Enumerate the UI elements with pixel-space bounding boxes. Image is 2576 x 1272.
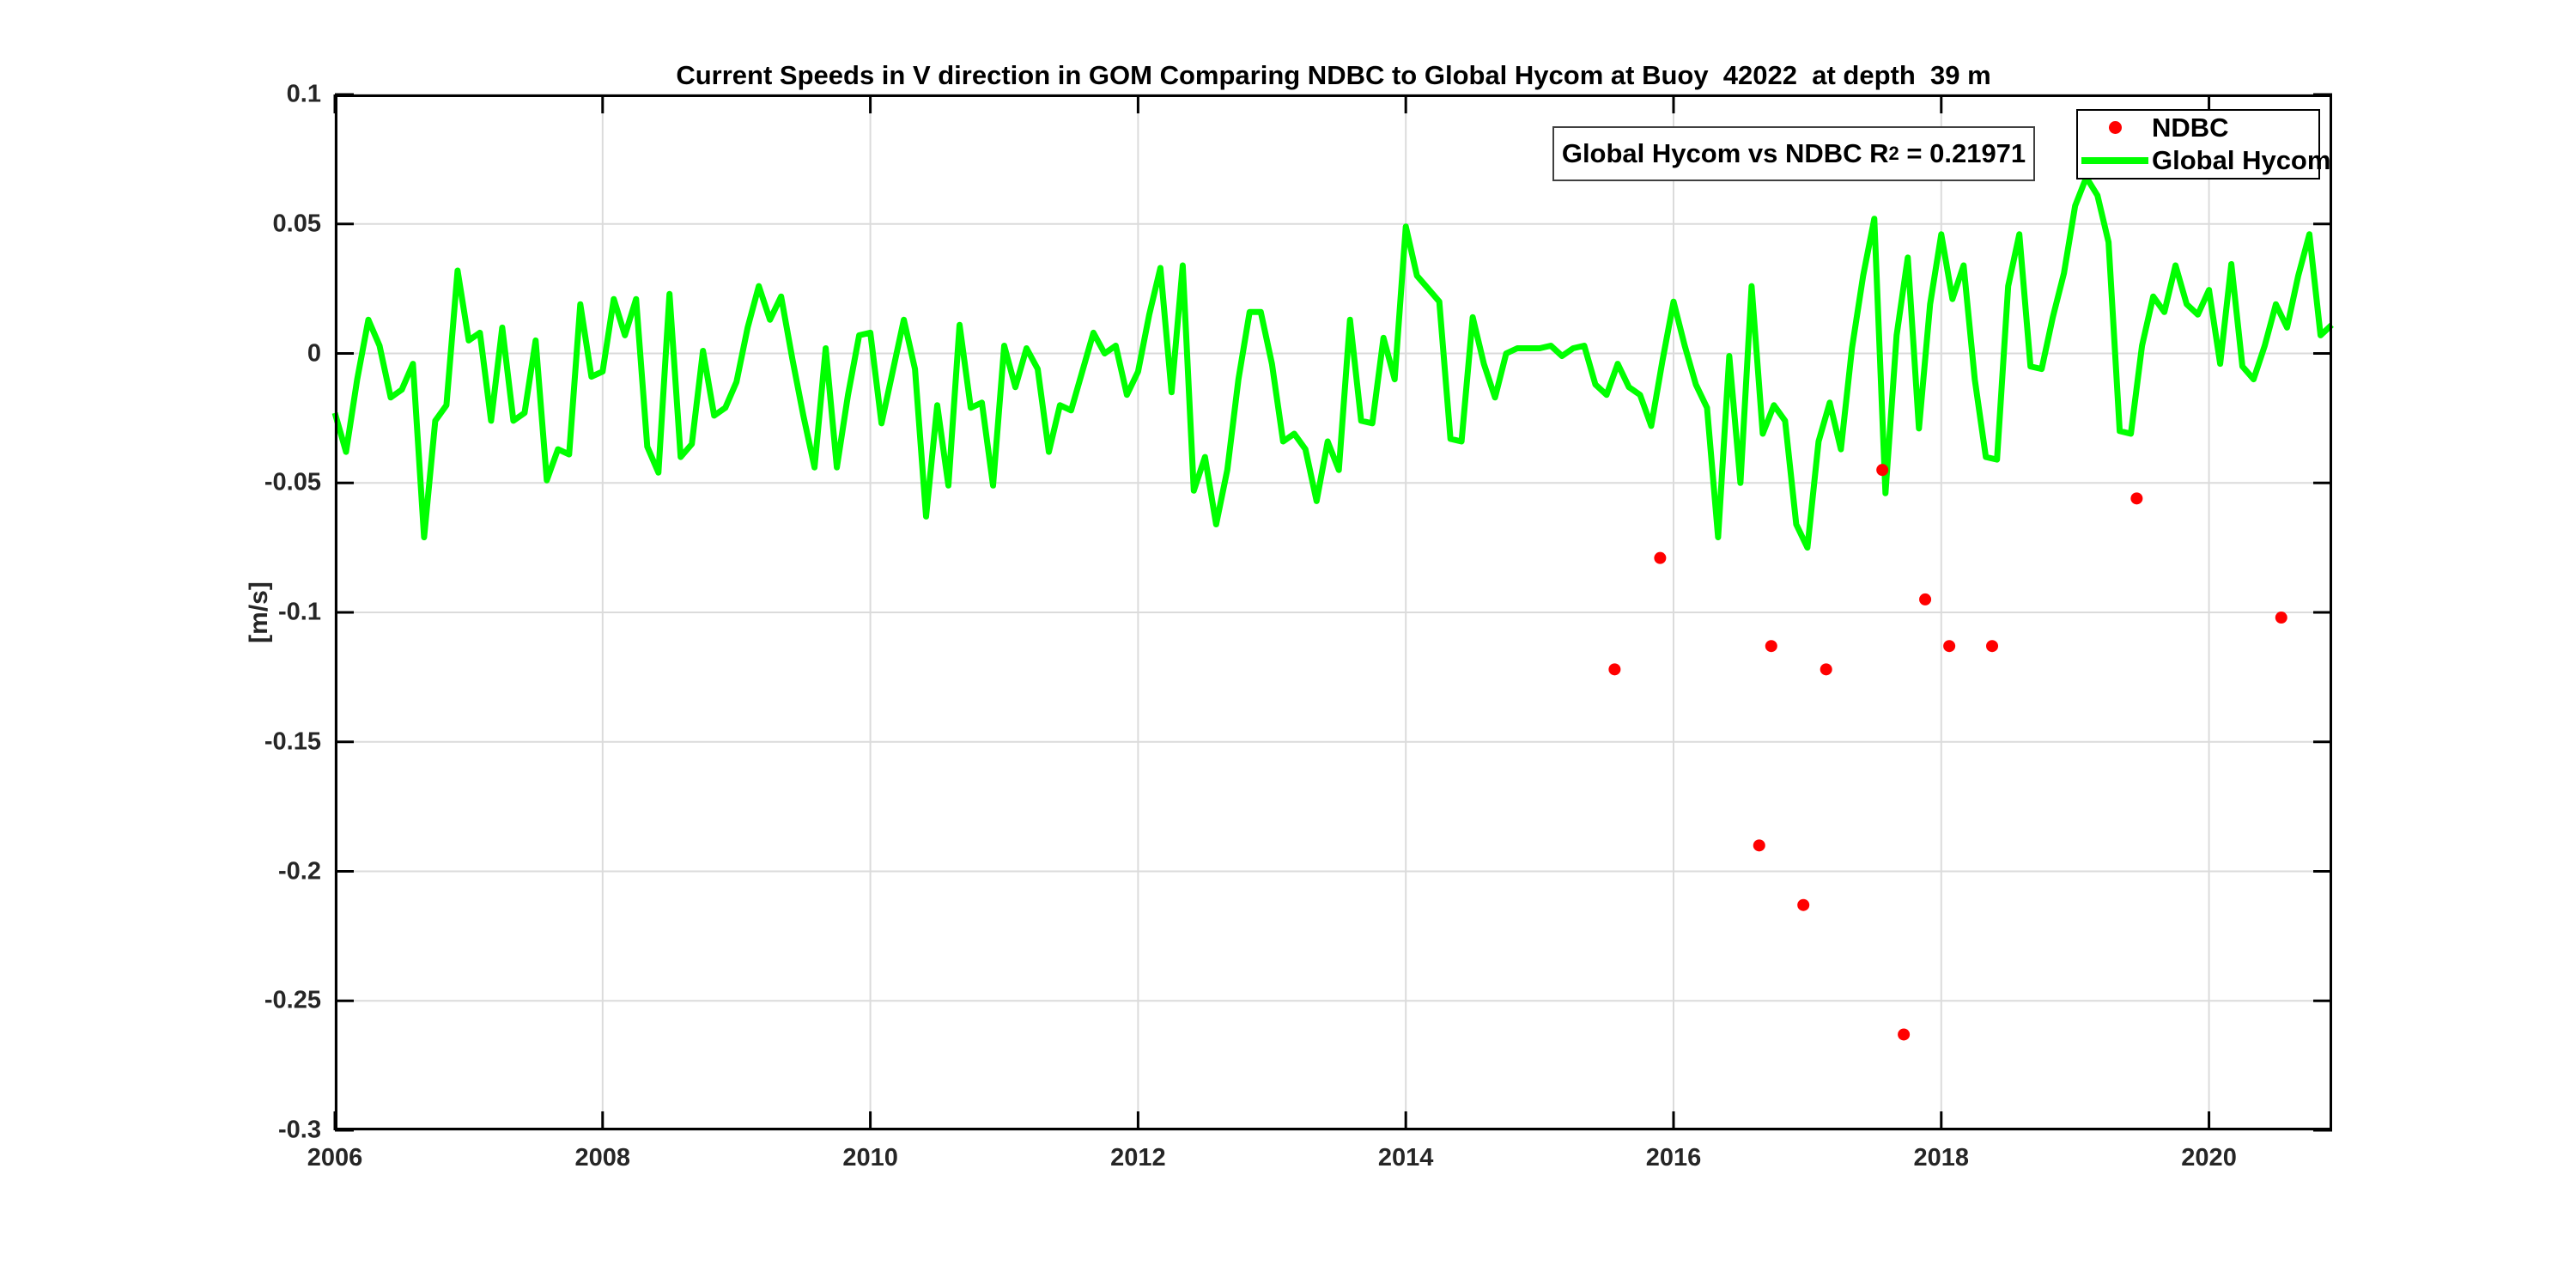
ndbc-point — [1986, 640, 1999, 653]
global-hycom-line-icon — [2078, 157, 2152, 165]
y-tick-label: 0.1 — [286, 80, 321, 108]
x-tick-label: 2010 — [842, 1144, 898, 1172]
x-tick-label: 2018 — [1913, 1144, 1970, 1172]
y-tick-label: -0.2 — [278, 857, 321, 885]
y-tick-label: 0 — [307, 339, 321, 367]
ndbc-point — [1876, 464, 1889, 477]
y-tick-label: -0.25 — [264, 986, 321, 1014]
legend-item-ndbc: NDBC — [2078, 112, 2318, 144]
y-tick-label: 0.05 — [272, 210, 321, 238]
plot-area — [331, 93, 2334, 1132]
y-tick-label: -0.05 — [264, 468, 321, 496]
x-tick-label: 2008 — [574, 1144, 631, 1172]
ndbc-point — [1797, 898, 1810, 911]
x-tick-label: 2006 — [307, 1144, 363, 1172]
axes-box — [335, 94, 2332, 1130]
ndbc-point — [1608, 663, 1621, 676]
y-tick-label: -0.1 — [278, 598, 321, 626]
chart-title: Current Speeds in V direction in GOM Com… — [676, 60, 1991, 90]
ndbc-point — [1820, 663, 1832, 676]
x-tick-label: 2012 — [1110, 1144, 1166, 1172]
ndbc-point — [2275, 612, 2287, 624]
y-tick-label: -0.3 — [278, 1116, 321, 1144]
ndbc-marker-icon — [2078, 121, 2152, 135]
global-hycom-line — [331, 174, 2334, 551]
legend-label-ndbc: NDBC — [2152, 112, 2229, 143]
annotation-prefix: Global Hycom vs NDBC R — [1561, 138, 1889, 168]
y-tick-label: -0.15 — [264, 727, 321, 756]
ndbc-point — [1753, 839, 1765, 852]
plot-canvas — [331, 93, 2334, 1132]
ndbc-point — [1898, 1028, 1911, 1041]
legend: NDBC Global Hycom — [2076, 109, 2330, 180]
annotation-suffix: = 0.21971 — [1899, 138, 2026, 168]
ndbc-point — [2130, 492, 2143, 505]
legend-label-global-hycom: Global Hycom — [2152, 145, 2331, 176]
ndbc-point — [1654, 551, 1667, 564]
x-tick-label: 2014 — [1377, 1144, 1434, 1172]
ndbc-point — [1943, 640, 1956, 653]
x-tick-label: 2020 — [2181, 1144, 2237, 1172]
ndbc-point — [1765, 640, 1777, 653]
legend-item-global-hycom: Global Hycom — [2078, 144, 2330, 177]
ndbc-point — [1919, 593, 1932, 606]
x-tick-label: 2016 — [1645, 1144, 1702, 1172]
